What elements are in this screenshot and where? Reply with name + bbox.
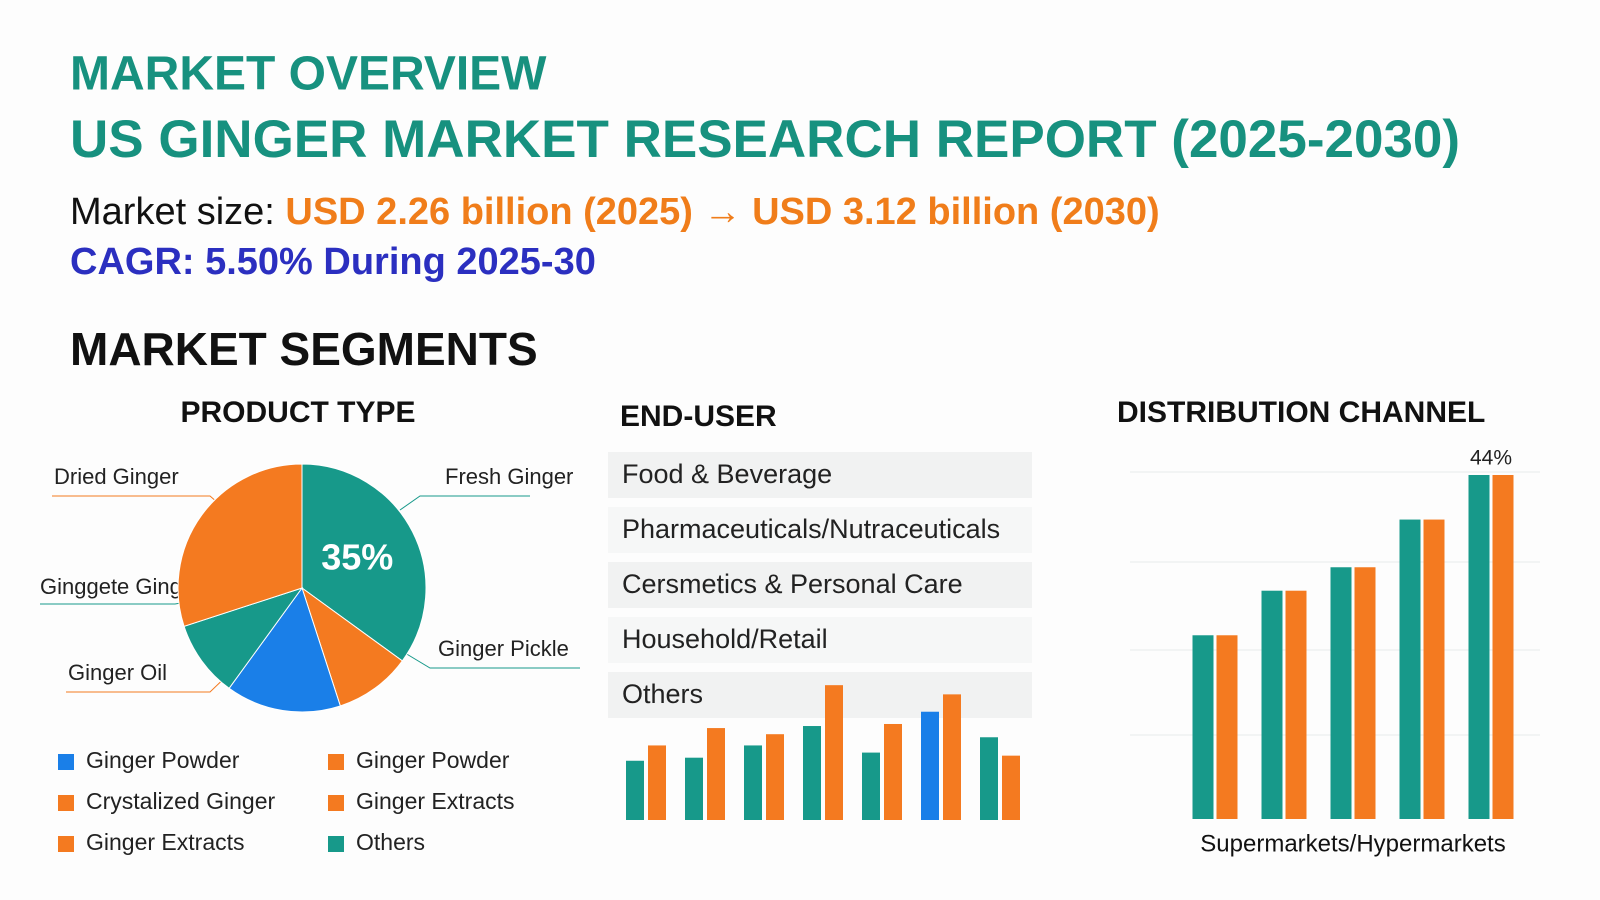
chart-title: DISTRIBUTION CHANNEL: [1117, 396, 1485, 429]
bar: [1399, 519, 1421, 819]
bar: [1330, 567, 1352, 819]
list-row: [608, 507, 1032, 553]
bar: [1216, 635, 1238, 819]
list-row: [608, 617, 1032, 663]
list-item: Cersmetics & Personal Care: [622, 569, 963, 599]
list-item: Others: [622, 679, 703, 709]
segments-title: MARKET SEGMENTS: [70, 323, 538, 375]
list-item: Household/Retail: [622, 624, 828, 654]
pie-slice: [301, 586, 404, 707]
list-row: [608, 562, 1032, 608]
bar: [1192, 635, 1214, 819]
bar: [1423, 519, 1445, 819]
market-size-value: USD 2.26 billion (2025) → USD 3.12 billi…: [285, 191, 1159, 233]
bar: [921, 711, 939, 820]
list-item: Pharmaceuticals/Nutraceuticals: [622, 514, 1000, 544]
legend-swatch: [328, 836, 344, 852]
pie-slice: [301, 463, 427, 662]
data-label: 35%: [321, 536, 393, 577]
list-row: [608, 672, 1032, 718]
bar: [825, 685, 843, 820]
bar: [862, 752, 880, 820]
bar: [1468, 475, 1490, 819]
bar: [1492, 475, 1514, 819]
bar: [648, 745, 666, 820]
legend-label: Ginger Extracts: [86, 829, 245, 855]
leader-line: [399, 495, 530, 511]
market-size: Market size: USD 2.26 billion (2025) → U…: [70, 191, 1160, 233]
pie-slice: [228, 586, 341, 713]
chart-title: END-USER: [620, 400, 777, 433]
bar: [1285, 590, 1307, 819]
bar: [803, 726, 821, 820]
legend-swatch: [58, 795, 74, 811]
legend-swatch: [58, 836, 74, 852]
legend-swatch: [58, 754, 74, 770]
market-size-label: Market size:: [70, 191, 275, 233]
bar: [1354, 567, 1376, 819]
bar: [943, 694, 961, 820]
title: US GINGER MARKET RESEARCH REPORT (2025-2…: [70, 110, 1460, 169]
legend-label: Crystalized Ginger: [86, 788, 276, 814]
legend-label: Others: [356, 829, 425, 855]
cagr: CAGR: 5.50% During 2025-30: [70, 241, 596, 283]
slice-label: Fresh Ginger: [445, 464, 573, 489]
legend-swatch: [328, 754, 344, 770]
bar: [744, 745, 762, 820]
leader-line: [399, 649, 580, 669]
bar: [1261, 590, 1283, 819]
bar: [707, 728, 725, 820]
bar: [884, 723, 902, 820]
legend-label: Ginger Extracts: [356, 788, 515, 814]
list-row: [608, 452, 1032, 498]
bar: [685, 757, 703, 820]
list-item: Food & Beverage: [622, 459, 832, 489]
slice-label: Dried Ginger: [54, 464, 179, 489]
kicker: MARKET OVERVIEW: [70, 48, 547, 101]
legend-label: Ginger Powder: [356, 747, 510, 773]
bar: [766, 734, 784, 820]
x-tick-label: Supermarkets/Hypermarkets: [1200, 830, 1505, 857]
legend-swatch: [328, 795, 344, 811]
data-label: 44%: [1470, 447, 1512, 470]
bar: [626, 760, 644, 820]
legend-label: Ginger Powder: [86, 747, 240, 773]
slice-label: Ginger Oil: [68, 660, 167, 685]
bar: [1002, 755, 1020, 820]
annotation: Ginger Pickle: [438, 636, 569, 661]
chart-title: PRODUCT TYPE: [180, 396, 415, 429]
bar: [980, 737, 998, 820]
pie-slice: [177, 463, 303, 627]
pie-slice: [183, 587, 304, 690]
